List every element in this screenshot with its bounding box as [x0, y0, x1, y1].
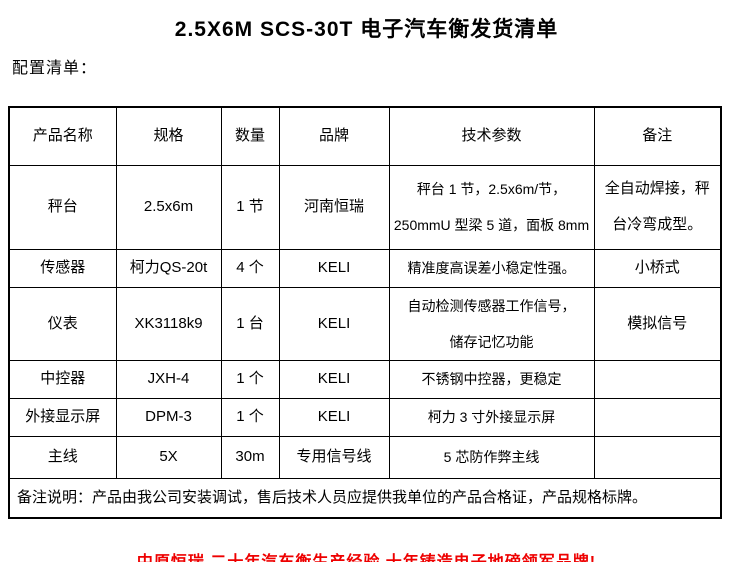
page-title: 2.5X6M SCS-30T 电子汽车衡发货清单 — [174, 18, 559, 41]
cell-note: 小桥式 — [593, 248, 722, 288]
cell-note: 模拟信号 — [593, 286, 722, 361]
cell-product-name: 传感器 — [8, 248, 117, 288]
footer-slogan: 中原恒瑞 二十年汽车衡生产经验 十年铸造电子地磅领军品牌! — [0, 548, 733, 562]
cell-spec: 2.5x6m — [115, 164, 222, 250]
cell-brand: KELI — [278, 397, 390, 437]
cell-brand: KELI — [278, 248, 390, 288]
table-row-external-display: 外接显示屏 DPM-3 1 个 KELI 柯力 3 寸外接显示屏 — [8, 397, 722, 437]
cell-spec: 柯力QS-20t — [115, 248, 222, 288]
footer-note-cell: 备注说明：产品由我公司安装调试，售后技术人员应提供我单位的产品合格证，产品规格标… — [8, 477, 722, 519]
cell-note: 全自动焊接，秤 台冷弯成型。 — [593, 164, 722, 250]
cell-qty: 1 个 — [220, 359, 280, 399]
cell-spec: XK3118k9 — [115, 286, 222, 361]
cell-product-name: 秤台 — [8, 164, 117, 250]
table-row-main-cable: 主线 5X 30m 专用信号线 5 芯防作弊主线 — [8, 435, 722, 479]
cell-params: 柯力 3 寸外接显示屏 — [388, 397, 595, 437]
col-header-brand: 品牌 — [278, 106, 390, 166]
cell-note — [593, 397, 722, 437]
cell-brand: 专用信号线 — [278, 435, 390, 479]
table-row-sensor: 传感器 柯力QS-20t 4 个 KELI 精准度高误差小稳定性强。 小桥式 — [8, 248, 722, 288]
table-row-indicator: 仪表 XK3118k9 1 台 KELI 自动检测传感器工作信号， 储存记忆功能… — [8, 286, 722, 361]
config-table: 产品名称 规格 数量 品牌 技术参数 备注 秤台 2.5x6m 1 节 河南恒瑞… — [8, 106, 722, 519]
cell-note — [593, 359, 722, 399]
cell-spec: DPM-3 — [115, 397, 222, 437]
table-row-weighing-platform: 秤台 2.5x6m 1 节 河南恒瑞 秤台 1 节，2.5x6m/节， 250m… — [8, 164, 722, 250]
cell-params: 5 芯防作弊主线 — [388, 435, 595, 479]
config-list-label: 配置清单： — [12, 60, 98, 77]
table-row-junction-box: 中控器 JXH-4 1 个 KELI 不锈钢中控器，更稳定 — [8, 359, 722, 399]
cell-product-name: 主线 — [8, 435, 117, 479]
col-header-product-name: 产品名称 — [8, 106, 117, 166]
table-footer-row: 备注说明：产品由我公司安装调试，售后技术人员应提供我单位的产品合格证，产品规格标… — [8, 477, 722, 519]
cell-product-name: 中控器 — [8, 359, 117, 399]
cell-product-name: 外接显示屏 — [8, 397, 117, 437]
cell-spec: 5X — [115, 435, 222, 479]
col-header-spec: 规格 — [115, 106, 222, 166]
cell-note — [593, 435, 722, 479]
cell-brand: 河南恒瑞 — [278, 164, 390, 250]
col-header-qty: 数量 — [220, 106, 280, 166]
cell-brand: KELI — [278, 359, 390, 399]
col-header-note: 备注 — [593, 106, 722, 166]
cell-qty: 1 个 — [220, 397, 280, 437]
table-header-row: 产品名称 规格 数量 品牌 技术参数 备注 — [8, 106, 722, 166]
cell-params: 不锈钢中控器，更稳定 — [388, 359, 595, 399]
cell-product-name: 仪表 — [8, 286, 117, 361]
cell-qty: 1 台 — [220, 286, 280, 361]
cell-qty: 1 节 — [220, 164, 280, 250]
cell-params: 秤台 1 节，2.5x6m/节， 250mmU 型梁 5 道，面板 8mm — [388, 164, 595, 250]
cell-params: 自动检测传感器工作信号， 储存记忆功能 — [388, 286, 595, 361]
cell-params: 精准度高误差小稳定性强。 — [388, 248, 595, 288]
cell-spec: JXH-4 — [115, 359, 222, 399]
cell-qty: 4 个 — [220, 248, 280, 288]
cell-qty: 30m — [220, 435, 280, 479]
col-header-params: 技术参数 — [388, 106, 595, 166]
cell-brand: KELI — [278, 286, 390, 361]
